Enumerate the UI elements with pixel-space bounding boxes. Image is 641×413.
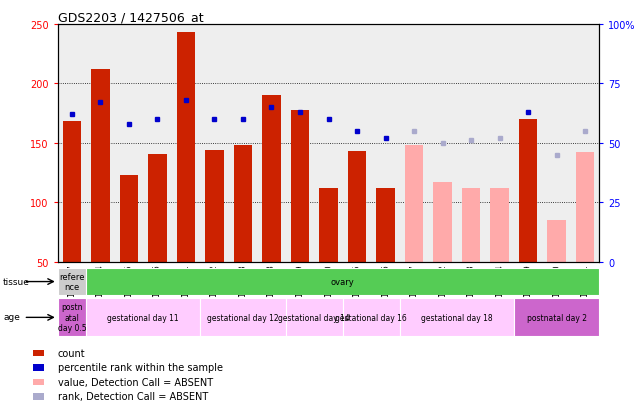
Text: count: count (58, 348, 85, 358)
Text: ovary: ovary (331, 278, 354, 286)
Text: gestational day 12: gestational day 12 (207, 313, 279, 322)
Text: rank, Detection Call = ABSENT: rank, Detection Call = ABSENT (58, 392, 208, 401)
Bar (205, 151, 224, 262)
Bar (400, 299, 514, 337)
Text: percentile rank within the sample: percentile rank within the sample (58, 363, 222, 373)
Bar (58, 268, 86, 295)
Bar (404, 146, 423, 262)
Text: postnatal day 2: postnatal day 2 (526, 313, 587, 322)
Bar (120, 176, 138, 262)
Text: tissue: tissue (3, 277, 30, 286)
Text: gestational day 16: gestational day 16 (335, 313, 407, 322)
Bar (547, 221, 566, 262)
Text: gestational day 14: gestational day 14 (278, 313, 350, 322)
Text: gestational day 11: gestational day 11 (108, 313, 179, 322)
Bar (576, 153, 594, 262)
Bar (63, 122, 81, 262)
Bar (177, 33, 196, 262)
Bar (514, 299, 599, 337)
Bar (519, 120, 537, 262)
Bar (319, 189, 338, 262)
Bar (86, 299, 200, 337)
Bar (433, 183, 452, 262)
Text: refere
nce: refere nce (59, 272, 85, 292)
Bar (348, 152, 366, 262)
Text: age: age (3, 313, 20, 322)
Bar (200, 299, 286, 337)
Text: value, Detection Call = ABSENT: value, Detection Call = ABSENT (58, 377, 213, 387)
Text: GDS2203 / 1427506_at: GDS2203 / 1427506_at (58, 11, 203, 24)
Text: postn
atal
day 0.5: postn atal day 0.5 (58, 303, 87, 332)
Text: gestational day 18: gestational day 18 (421, 313, 493, 322)
Bar (376, 189, 395, 262)
Bar (490, 189, 509, 262)
Bar (262, 96, 281, 262)
Bar (91, 70, 110, 262)
Bar (58, 299, 86, 337)
Bar (148, 154, 167, 262)
Bar (234, 146, 253, 262)
Bar (291, 110, 309, 262)
Bar (462, 189, 480, 262)
Bar (343, 299, 400, 337)
Bar (286, 299, 343, 337)
